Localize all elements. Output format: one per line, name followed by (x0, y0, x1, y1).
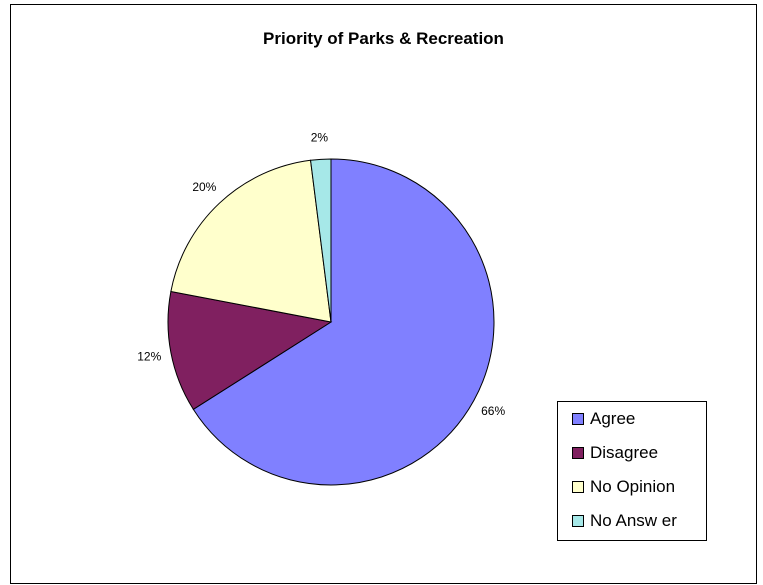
legend-label: Disagree (590, 443, 659, 462)
legend: Agree Disagree No Opinion No Answ er (557, 401, 707, 541)
pie-slice-agree (192, 158, 495, 486)
legend-item-agree: Agree (572, 408, 635, 430)
data-label-no-opinion: 20% (192, 180, 216, 194)
pie-chart: 66% 12% 20% 2% (137, 130, 505, 486)
legend-label: No Opinion (590, 477, 676, 496)
legend-item-no-answer: No Answ er (572, 510, 677, 532)
chart-frame: Priority of Parks & Recreation 66% 12% 20%… (10, 4, 757, 584)
chart-title: Priority of Parks & Recreation (263, 29, 504, 48)
legend-item-disagree: Disagree (572, 442, 658, 464)
data-label-agree: 66% (481, 404, 505, 418)
pie-slice-no-opinion (170, 159, 332, 323)
legend-label: No Answ er (590, 511, 677, 530)
data-label-no-answer: 2% (311, 130, 329, 144)
legend-swatch (572, 413, 584, 425)
legend-swatch (572, 481, 584, 493)
legend-item-no-opinion: No Opinion (572, 476, 675, 498)
legend-label: Agree (590, 409, 636, 428)
legend-swatch (572, 447, 584, 459)
pie-slice-no-answer (310, 158, 332, 323)
data-label-disagree: 12% (137, 350, 161, 364)
pie-slice-disagree (167, 290, 333, 411)
legend-swatch (572, 515, 584, 527)
